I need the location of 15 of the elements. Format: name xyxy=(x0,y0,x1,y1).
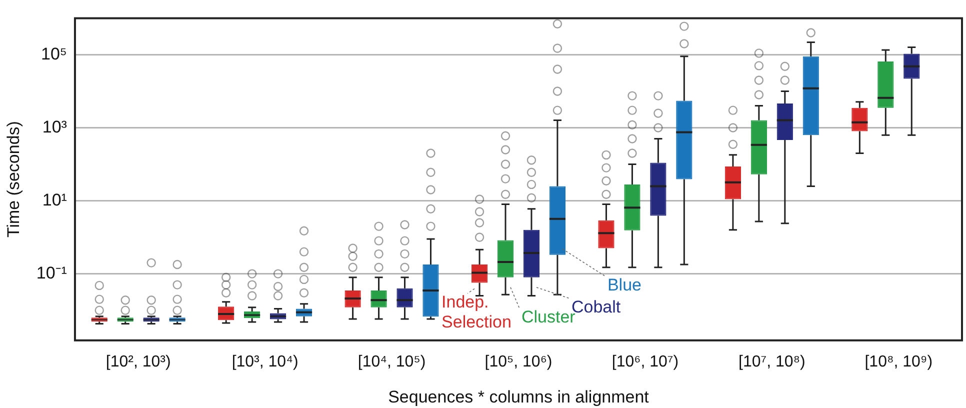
x-tick-label: [10⁶, 10⁷) xyxy=(612,353,679,370)
text: Blue xyxy=(607,275,642,294)
x-tick-label: [10², 10³) xyxy=(106,353,171,370)
y-tick-label: 10⁵ xyxy=(41,44,67,64)
y-tick-label: 10⁻¹ xyxy=(36,263,68,282)
series-label: Indep. Selection xyxy=(442,292,512,332)
x-tick-label: [10³, 10⁴) xyxy=(232,353,298,370)
x-tick-label: [10⁴, 10⁵) xyxy=(358,353,426,370)
y-tick-label: 10¹ xyxy=(42,190,68,210)
x-tick-label: [10⁵, 10⁶) xyxy=(484,353,552,370)
x-tick-label: [10⁷, 10⁸) xyxy=(738,353,806,370)
y-axis-title: Time (seconds) xyxy=(4,121,23,238)
y-tick-label: 10³ xyxy=(42,117,68,136)
x-axis-title: Sequences * columns in alignment xyxy=(388,387,650,406)
x-tick-label: [10⁸, 10⁹) xyxy=(864,353,933,370)
